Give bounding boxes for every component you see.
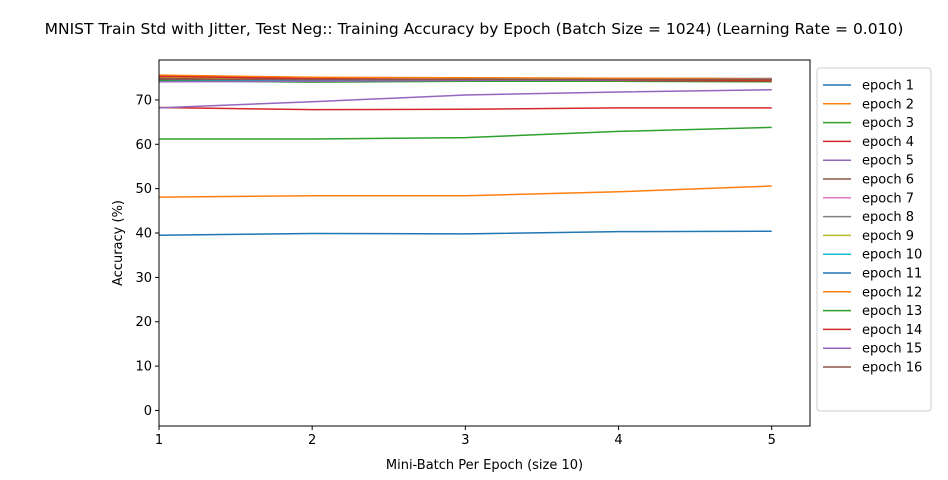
legend: epoch 1 epoch 2 epoch 3 epoch 4 epoch 5 epoch…	[816, 67, 932, 412]
y-axis-label: Accuracy (%)	[111, 200, 126, 286]
series-line-epoch-2	[158, 185, 772, 198]
y-tick-label: 60	[135, 138, 152, 153]
legend-label: epoch 13	[862, 304, 922, 319]
series-line-epoch-3	[159, 126, 772, 140]
x-tick-label: 3	[461, 433, 469, 448]
y-tick-label: 40	[135, 227, 152, 242]
legend-label: epoch 4	[862, 135, 914, 150]
x-tick-label: 2	[308, 433, 316, 448]
legend-label: epoch 12	[862, 285, 922, 300]
legend-label: epoch 10	[862, 248, 922, 263]
x-tick-label: 5	[768, 433, 776, 448]
x-tick-label: 1	[155, 433, 163, 448]
y-tick-label: 20	[135, 315, 152, 330]
legend-label: epoch 11	[862, 267, 922, 282]
legend-label: epoch 9	[862, 229, 914, 244]
x-tick-label: 4	[614, 433, 622, 448]
x-axis-ticks: 1 2 3 4 5	[155, 426, 776, 448]
series-line-epoch-4	[158, 106, 772, 111]
chart-title: MNIST Train Std with Jitter, Test Neg:: …	[45, 20, 904, 38]
plot-frame	[158, 59, 811, 427]
legend-label: epoch 3	[862, 116, 914, 131]
legend-label: epoch 1	[862, 79, 914, 94]
y-tick-label: 50	[135, 182, 152, 197]
x-axis-label: Mini-Batch Per Epoch (size 10)	[386, 458, 583, 473]
legend-frame	[816, 67, 932, 412]
series-line-epoch-12	[158, 74, 772, 80]
y-axis-ticks: 0 10 20 30 40 50 60 70	[135, 93, 159, 419]
legend-label: epoch 5	[862, 154, 914, 169]
series-line-epoch-5	[158, 88, 772, 109]
legend-label: epoch 15	[862, 342, 922, 357]
legend-label: epoch 8	[862, 210, 914, 225]
legend-label: epoch 16	[862, 361, 922, 376]
legend-items: epoch 1 epoch 2 epoch 3 epoch 4 epoch 5 epoch…	[823, 79, 922, 376]
series-line-epoch-1	[158, 230, 772, 236]
y-tick-label: 70	[135, 93, 152, 108]
series-layer	[158, 74, 772, 236]
y-tick-label: 30	[135, 271, 152, 286]
legend-label: epoch 14	[862, 323, 922, 338]
legend-label: epoch 7	[862, 191, 914, 206]
y-tick-label: 10	[135, 360, 152, 375]
y-tick-label: 0	[144, 404, 152, 419]
plot-area: 1 2 3 4 5 0 10 20 30 40 50 60 70	[135, 59, 811, 448]
legend-label: epoch 6	[862, 173, 914, 188]
legend-label: epoch 2	[862, 97, 914, 112]
